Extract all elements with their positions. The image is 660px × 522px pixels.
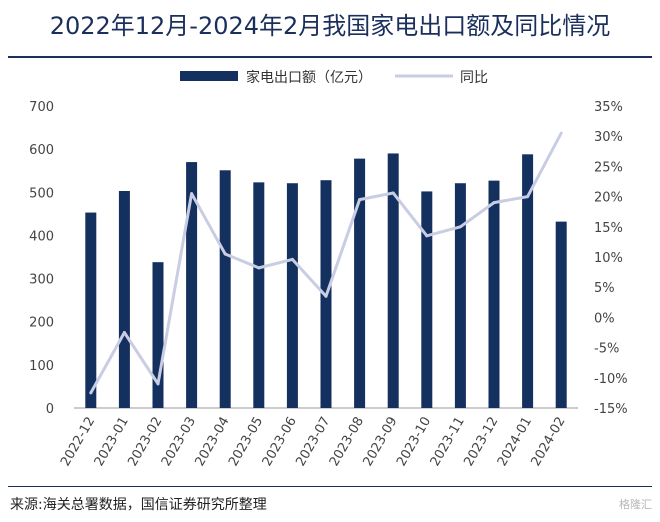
watermark: 格隆汇 <box>619 498 652 511</box>
y-left-tick-label: 200 <box>29 316 54 331</box>
y-right-tick-label: -10% <box>594 372 628 387</box>
line-point <box>559 131 563 135</box>
plot-area: 0 100 200 300 400 500 600 700 -15% -10% -5% 0% 5% 10%… <box>29 100 627 469</box>
line-point <box>156 382 160 386</box>
y-left-tick-label: 700 <box>29 100 54 115</box>
chart-title: 2022年12月-2024年2月我国家电出口额及同比情况 <box>49 12 611 40</box>
bar <box>253 182 265 408</box>
y-right-tick-label: -5% <box>594 342 619 357</box>
bar <box>286 183 298 408</box>
line-point <box>190 192 194 196</box>
line-point <box>425 234 429 238</box>
bar <box>387 153 399 408</box>
bar <box>219 170 231 408</box>
line-point <box>526 195 530 199</box>
bar <box>85 212 97 408</box>
line-point <box>324 294 328 298</box>
bar <box>186 162 198 408</box>
line-point <box>391 191 395 195</box>
y-left-tick-label: 300 <box>29 273 54 288</box>
bar <box>454 183 466 408</box>
y-right-tick-label: 10% <box>594 251 623 266</box>
y-right-tick-label: 0% <box>594 311 615 326</box>
line-point <box>122 331 126 334</box>
y-left-tick-label: 400 <box>29 229 54 244</box>
y-right-tick-label: 20% <box>594 191 623 206</box>
line-point <box>290 257 294 261</box>
bar <box>488 180 500 408</box>
line-point <box>492 201 496 205</box>
y-right-tick-label: 30% <box>594 130 623 145</box>
legend-label-line: 同比 <box>460 70 488 86</box>
footer-divider <box>8 486 652 487</box>
y-right-tick-label: 35% <box>594 100 623 115</box>
y-right-tick-label: -15% <box>594 402 628 417</box>
bar <box>118 190 130 408</box>
legend-label-bar: 家电出口额（亿元） <box>246 69 372 86</box>
y-left-tick-label: 600 <box>29 143 54 158</box>
y-right-tick-label: 5% <box>594 281 615 296</box>
y-left-tick-label: 0 <box>46 402 54 417</box>
y-left-tick-label: 100 <box>29 359 54 374</box>
legend-swatch-bar <box>180 71 238 81</box>
bar <box>522 154 534 408</box>
source-note: 来源:海关总署数据，国信证券研究所整理 <box>10 497 267 513</box>
chart-area: 家电出口额（亿元） 同比 0 100 200 300 400 500 600 700 -15% -… <box>29 69 627 469</box>
y-left-tick-label: 500 <box>29 186 54 201</box>
y-right-tick-label: 15% <box>594 221 623 236</box>
title-divider <box>8 56 652 58</box>
line-point <box>89 391 93 395</box>
y-right-tick-label: 25% <box>594 160 623 175</box>
bar <box>354 158 366 408</box>
line-point <box>223 252 227 256</box>
legend: 家电出口额（亿元） 同比 <box>180 69 488 86</box>
bar <box>152 262 164 408</box>
line-point <box>458 225 462 229</box>
bar <box>555 221 567 408</box>
line-point <box>257 266 261 270</box>
bar <box>421 191 433 408</box>
line-point <box>358 198 362 202</box>
